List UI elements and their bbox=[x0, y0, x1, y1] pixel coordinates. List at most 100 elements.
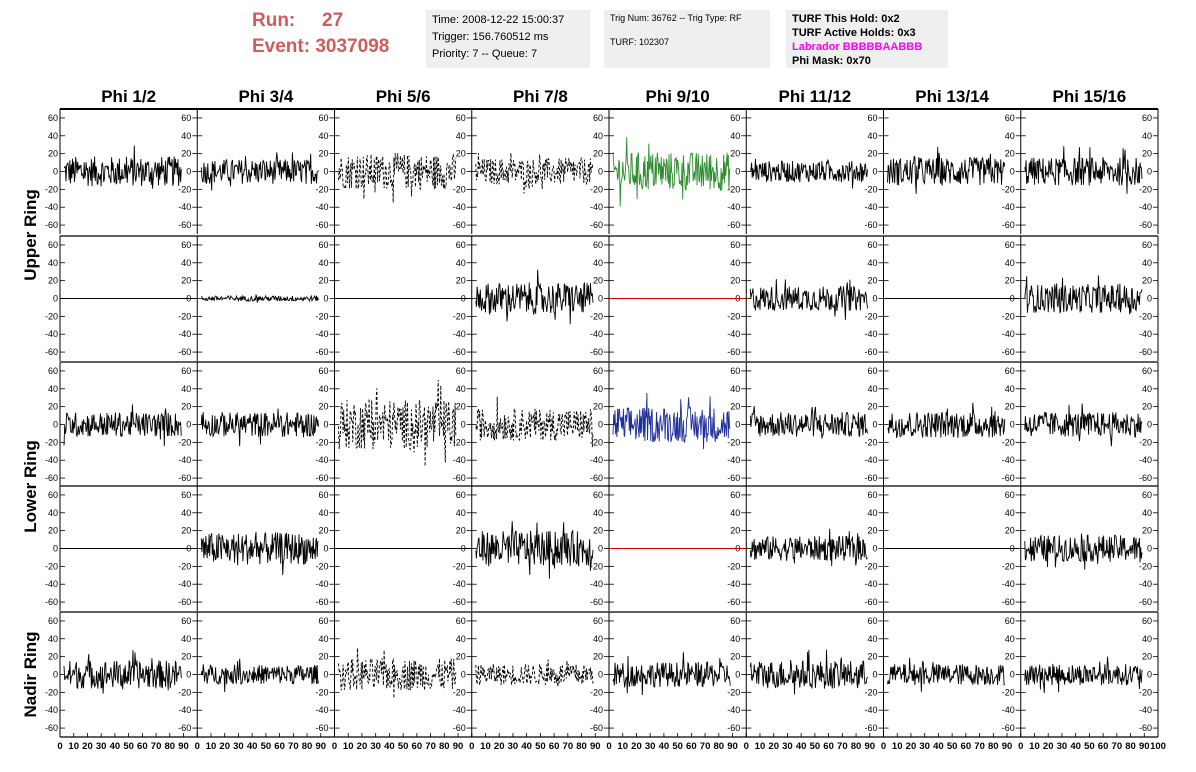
y-tick-label-left: 0 bbox=[53, 544, 58, 554]
waveform-trace bbox=[200, 152, 319, 191]
y-tick-label-left: 0 bbox=[53, 294, 58, 304]
y-tick-label: -60 bbox=[315, 220, 328, 230]
event-label: Event: bbox=[252, 36, 311, 57]
waveform-trace bbox=[749, 528, 868, 567]
waveform-trace bbox=[475, 521, 594, 579]
waveform-trace bbox=[475, 269, 594, 325]
y-tick-label: 60 bbox=[1142, 490, 1152, 500]
waveform-trace bbox=[612, 652, 731, 696]
y-tick-label: -60 bbox=[1139, 220, 1152, 230]
y-tick-label-left: 0 bbox=[53, 670, 58, 680]
y-tick-label: 0 bbox=[1147, 294, 1152, 304]
y-tick-label: -60 bbox=[1002, 347, 1015, 357]
trig-line: Trig Num: 36762 -- Trig Type: RF bbox=[610, 13, 742, 23]
y-tick-label: -20 bbox=[1139, 184, 1152, 194]
y-tick-label: -60 bbox=[864, 220, 877, 230]
y-tick-label: 20 bbox=[181, 652, 191, 662]
y-tick-label: -20 bbox=[1139, 687, 1152, 697]
y-tick-label: -60 bbox=[590, 597, 603, 607]
x-tick-label: 50 bbox=[1084, 741, 1095, 752]
y-tick-label: 40 bbox=[867, 508, 877, 518]
x-tick-label: 40 bbox=[659, 741, 670, 752]
y-tick-label: -40 bbox=[1139, 579, 1152, 589]
x-tick-label: 60 bbox=[823, 741, 834, 752]
x-tick-label: 0 bbox=[57, 741, 62, 752]
y-tick-label-left: 60 bbox=[48, 366, 58, 376]
y-tick-label: 20 bbox=[1142, 276, 1152, 286]
turf-active-line: TURF Active Holds: 0x3 bbox=[792, 27, 916, 39]
y-tick-label: 20 bbox=[1005, 652, 1015, 662]
y-tick-label: -60 bbox=[1139, 723, 1152, 733]
run-event-box: Run: 27 Event: 3037098 bbox=[252, 8, 422, 64]
y-tick-label: 60 bbox=[456, 113, 466, 123]
y-tick-label: -60 bbox=[178, 220, 191, 230]
y-tick-label: 60 bbox=[593, 113, 603, 123]
y-tick-label: 20 bbox=[593, 276, 603, 286]
x-tick-label: 60 bbox=[1098, 741, 1109, 752]
y-tick-label: -40 bbox=[1139, 455, 1152, 465]
y-tick-label: 20 bbox=[318, 402, 328, 412]
waveform-trace bbox=[201, 294, 319, 303]
y-tick-label-left: 40 bbox=[48, 508, 58, 518]
y-tick-label: 40 bbox=[456, 384, 466, 394]
y-tick-label: -40 bbox=[590, 579, 603, 589]
y-tick-label: -40 bbox=[590, 202, 603, 212]
y-tick-label: 20 bbox=[730, 526, 740, 536]
y-tick-label: 20 bbox=[730, 276, 740, 286]
waveform-trace bbox=[1024, 656, 1143, 693]
waveform-trace bbox=[749, 158, 868, 189]
y-tick-label: -60 bbox=[453, 597, 466, 607]
y-tick-label: 60 bbox=[593, 366, 603, 376]
y-tick-label: 40 bbox=[730, 508, 740, 518]
y-tick-label-left: 60 bbox=[48, 240, 58, 250]
y-tick-label: 20 bbox=[867, 149, 877, 159]
y-tick-label: 0 bbox=[323, 294, 328, 304]
y-tick-label: -20 bbox=[727, 311, 740, 321]
y-tick-label: 60 bbox=[730, 616, 740, 626]
y-tick-label: -60 bbox=[727, 597, 740, 607]
y-tick-label: 0 bbox=[186, 670, 191, 680]
waveform-trace bbox=[749, 405, 868, 439]
y-tick-label: 60 bbox=[867, 240, 877, 250]
y-tick-label: -40 bbox=[727, 329, 740, 339]
y-tick-label: 60 bbox=[593, 490, 603, 500]
y-tick-label: 20 bbox=[1005, 149, 1015, 159]
y-tick-label: -60 bbox=[1002, 220, 1015, 230]
waveform-trace bbox=[887, 402, 1006, 438]
phi-mask-line: Phi Mask: 0x70 bbox=[792, 55, 871, 67]
y-tick-label: -20 bbox=[1002, 687, 1015, 697]
waveform-trace bbox=[200, 408, 319, 447]
x-tick-label: 70 bbox=[563, 741, 574, 752]
x-tick-label: 20 bbox=[906, 741, 917, 752]
y-tick-label: -60 bbox=[1002, 473, 1015, 483]
x-tick-label: 10 bbox=[480, 741, 491, 752]
y-tick-label: 40 bbox=[1005, 258, 1015, 268]
x-tick-label: 10 bbox=[343, 741, 354, 752]
x-tick-label: 0 bbox=[1018, 741, 1023, 752]
y-tick-label: 20 bbox=[318, 526, 328, 536]
column-header: Phi 13/14 bbox=[915, 87, 989, 106]
y-tick-label-left: 40 bbox=[48, 258, 58, 268]
y-tick-label: 0 bbox=[461, 420, 466, 430]
y-tick-label-left: -60 bbox=[45, 723, 58, 733]
x-tick-label: 60 bbox=[549, 741, 560, 752]
y-tick-label: -60 bbox=[1002, 723, 1015, 733]
y-tick-label: 60 bbox=[730, 113, 740, 123]
y-tick-label: -40 bbox=[727, 705, 740, 715]
y-tick-label: 20 bbox=[867, 526, 877, 536]
y-tick-label: -60 bbox=[315, 473, 328, 483]
y-tick-label: -20 bbox=[315, 687, 328, 697]
y-tick-label: -20 bbox=[453, 437, 466, 447]
y-tick-label: 20 bbox=[867, 652, 877, 662]
x-tick-label: 40 bbox=[933, 741, 944, 752]
y-tick-label: 60 bbox=[593, 616, 603, 626]
y-tick-label: 60 bbox=[181, 490, 191, 500]
y-tick-label: -20 bbox=[727, 437, 740, 447]
y-tick-label: 20 bbox=[1005, 402, 1015, 412]
y-tick-label: -40 bbox=[315, 579, 328, 589]
y-tick-label: -20 bbox=[453, 561, 466, 571]
waveform-trace bbox=[475, 396, 594, 448]
y-tick-label-left: -20 bbox=[45, 561, 58, 571]
x-tick-label: 50 bbox=[535, 741, 546, 752]
waveform-trace bbox=[1024, 533, 1143, 570]
